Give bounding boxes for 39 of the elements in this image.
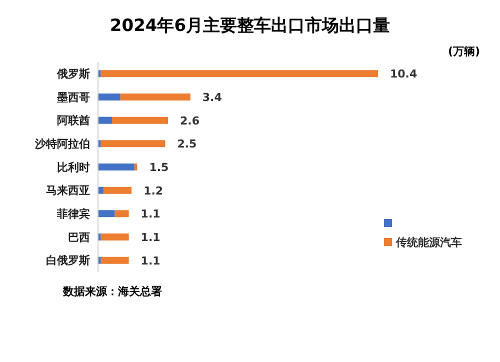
bar <box>120 94 190 100</box>
bar <box>98 256 101 264</box>
bar <box>98 94 120 100</box>
bar <box>98 210 115 218</box>
y-tick-label: 比利时 <box>57 160 90 174</box>
annotation: 1.1 <box>140 254 160 268</box>
y-tick-label: 沙特阿拉伯 <box>34 138 90 151</box>
source-note: 数据来源：海关总署 <box>62 284 163 299</box>
y-tick-label: 菲律宾 <box>56 208 90 221</box>
bar <box>98 116 112 124</box>
annotation: 2.6 <box>180 114 200 128</box>
y-tick-label: 俄罗斯 <box>56 68 90 81</box>
legend-label: 传统能源汽车 <box>396 236 462 249</box>
bar <box>114 210 129 218</box>
bar <box>100 70 378 78</box>
annotation: 3.4 <box>202 91 222 104</box>
bar <box>134 164 138 170</box>
chart-title: 2024年6月主要整车出口市场出口量 <box>108 15 392 38</box>
annotation: 1.1 <box>140 208 160 221</box>
bar <box>98 234 101 240</box>
annotation: 1.5 <box>149 161 169 174</box>
bar <box>98 140 101 148</box>
y-tick-label: 墨西哥 <box>56 90 90 104</box>
y-tick-label: 白俄罗斯 <box>46 254 90 268</box>
bar <box>104 186 132 194</box>
y-tick-label: 巴西 <box>68 230 90 244</box>
y-tick-label: 阿联酋 <box>57 114 90 128</box>
text: (万辆) <box>448 44 480 59</box>
annotation: 1.2 <box>144 184 164 198</box>
bar <box>98 164 134 170</box>
annotation: 1.1 <box>140 231 160 244</box>
annotation: 10.4 <box>390 68 418 81</box>
bar <box>100 234 129 240</box>
bar <box>112 116 168 124</box>
annotation: 2.5 <box>177 138 197 151</box>
bar <box>100 140 166 148</box>
bar <box>100 256 129 264</box>
y-tick-label: 马来西亚 <box>46 184 90 198</box>
bar <box>98 70 101 78</box>
